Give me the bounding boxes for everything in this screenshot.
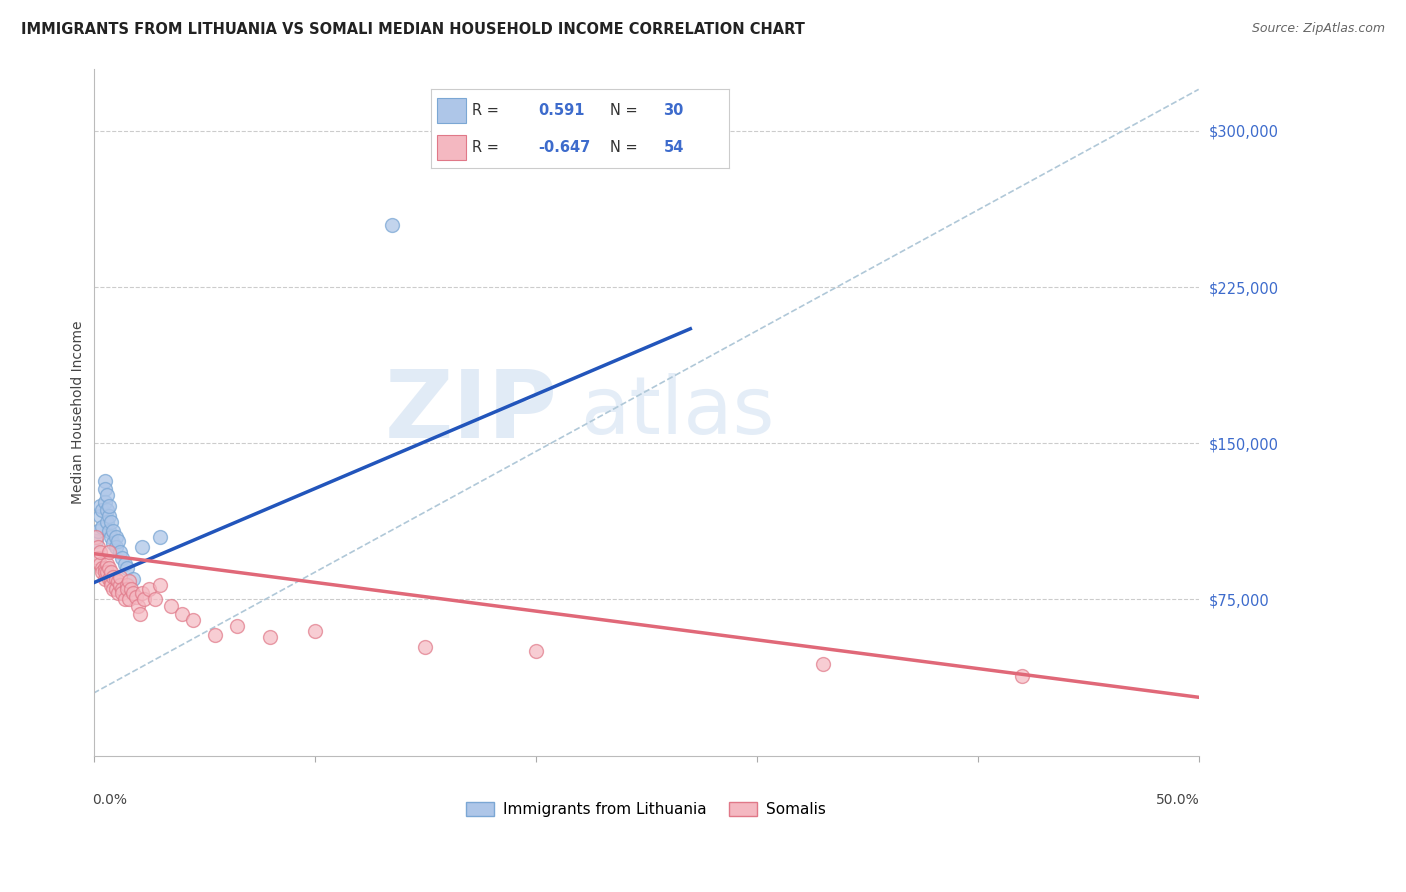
Point — [84, 530, 107, 544]
Point — [107, 574, 129, 588]
Point — [89, 557, 111, 571]
Point — [104, 582, 127, 596]
Point — [96, 566, 118, 580]
Point — [100, 578, 122, 592]
Legend: Immigrants from Lithuania, Somalis: Immigrants from Lithuania, Somalis — [460, 797, 832, 823]
Point — [93, 566, 115, 580]
Point — [104, 541, 127, 555]
Point — [91, 503, 114, 517]
Point — [100, 516, 122, 530]
Point — [259, 630, 281, 644]
Text: IMMIGRANTS FROM LITHUANIA VS SOMALI MEDIAN HOUSEHOLD INCOME CORRELATION CHART: IMMIGRANTS FROM LITHUANIA VS SOMALI MEDI… — [21, 22, 806, 37]
Point — [96, 557, 118, 571]
Point — [91, 566, 114, 580]
Point — [98, 572, 121, 586]
Point — [111, 550, 134, 565]
Point — [107, 586, 129, 600]
Point — [98, 561, 121, 575]
Point — [811, 657, 834, 671]
Point — [100, 566, 122, 580]
Point — [160, 599, 183, 613]
Point — [93, 482, 115, 496]
Point — [170, 607, 193, 621]
Point — [138, 582, 160, 596]
Point — [122, 586, 145, 600]
Point — [381, 218, 404, 232]
Point — [100, 530, 122, 544]
Point — [108, 578, 131, 592]
Point — [124, 591, 146, 605]
Point — [413, 640, 436, 655]
Point — [96, 488, 118, 502]
Point — [131, 541, 153, 555]
Point — [122, 572, 145, 586]
Point — [93, 572, 115, 586]
Point — [103, 536, 125, 550]
Point — [149, 578, 172, 592]
Point — [304, 624, 326, 638]
Point — [145, 592, 167, 607]
Point — [89, 544, 111, 558]
Point — [115, 561, 138, 575]
Point — [93, 474, 115, 488]
Point — [104, 572, 127, 586]
Point — [114, 592, 136, 607]
Point — [93, 561, 115, 575]
Point — [107, 534, 129, 549]
Point — [91, 561, 114, 575]
Point — [87, 524, 110, 538]
Point — [181, 613, 204, 627]
Text: Source: ZipAtlas.com: Source: ZipAtlas.com — [1251, 22, 1385, 36]
Point — [131, 586, 153, 600]
Point — [98, 544, 121, 558]
Point — [103, 524, 125, 538]
Text: 50.0%: 50.0% — [1156, 793, 1199, 807]
Point — [204, 628, 226, 642]
Point — [115, 582, 138, 596]
Point — [84, 534, 107, 549]
Point — [111, 582, 134, 596]
Point — [96, 516, 118, 530]
Text: ZIP: ZIP — [385, 366, 558, 458]
Text: 0.0%: 0.0% — [93, 793, 128, 807]
Point — [120, 582, 142, 596]
Point — [98, 499, 121, 513]
Point — [108, 569, 131, 583]
Point — [1011, 669, 1033, 683]
Point — [98, 509, 121, 524]
Point — [87, 550, 110, 565]
Point — [111, 586, 134, 600]
Point — [134, 592, 156, 607]
Point — [89, 499, 111, 513]
Point — [103, 569, 125, 583]
Point — [96, 503, 118, 517]
Point — [115, 578, 138, 592]
Point — [93, 494, 115, 508]
Point — [87, 541, 110, 555]
Point — [226, 619, 249, 633]
Point — [89, 509, 111, 524]
Point — [114, 557, 136, 571]
Point — [91, 519, 114, 533]
Point — [129, 607, 152, 621]
Point — [118, 592, 141, 607]
Point — [149, 530, 172, 544]
Point — [118, 574, 141, 588]
Point — [524, 644, 547, 658]
Point — [127, 599, 149, 613]
Text: atlas: atlas — [579, 373, 775, 451]
Point — [98, 524, 121, 538]
Y-axis label: Median Household Income: Median Household Income — [72, 320, 86, 504]
Point — [100, 574, 122, 588]
Point — [108, 544, 131, 558]
Point — [104, 530, 127, 544]
Point — [103, 582, 125, 596]
